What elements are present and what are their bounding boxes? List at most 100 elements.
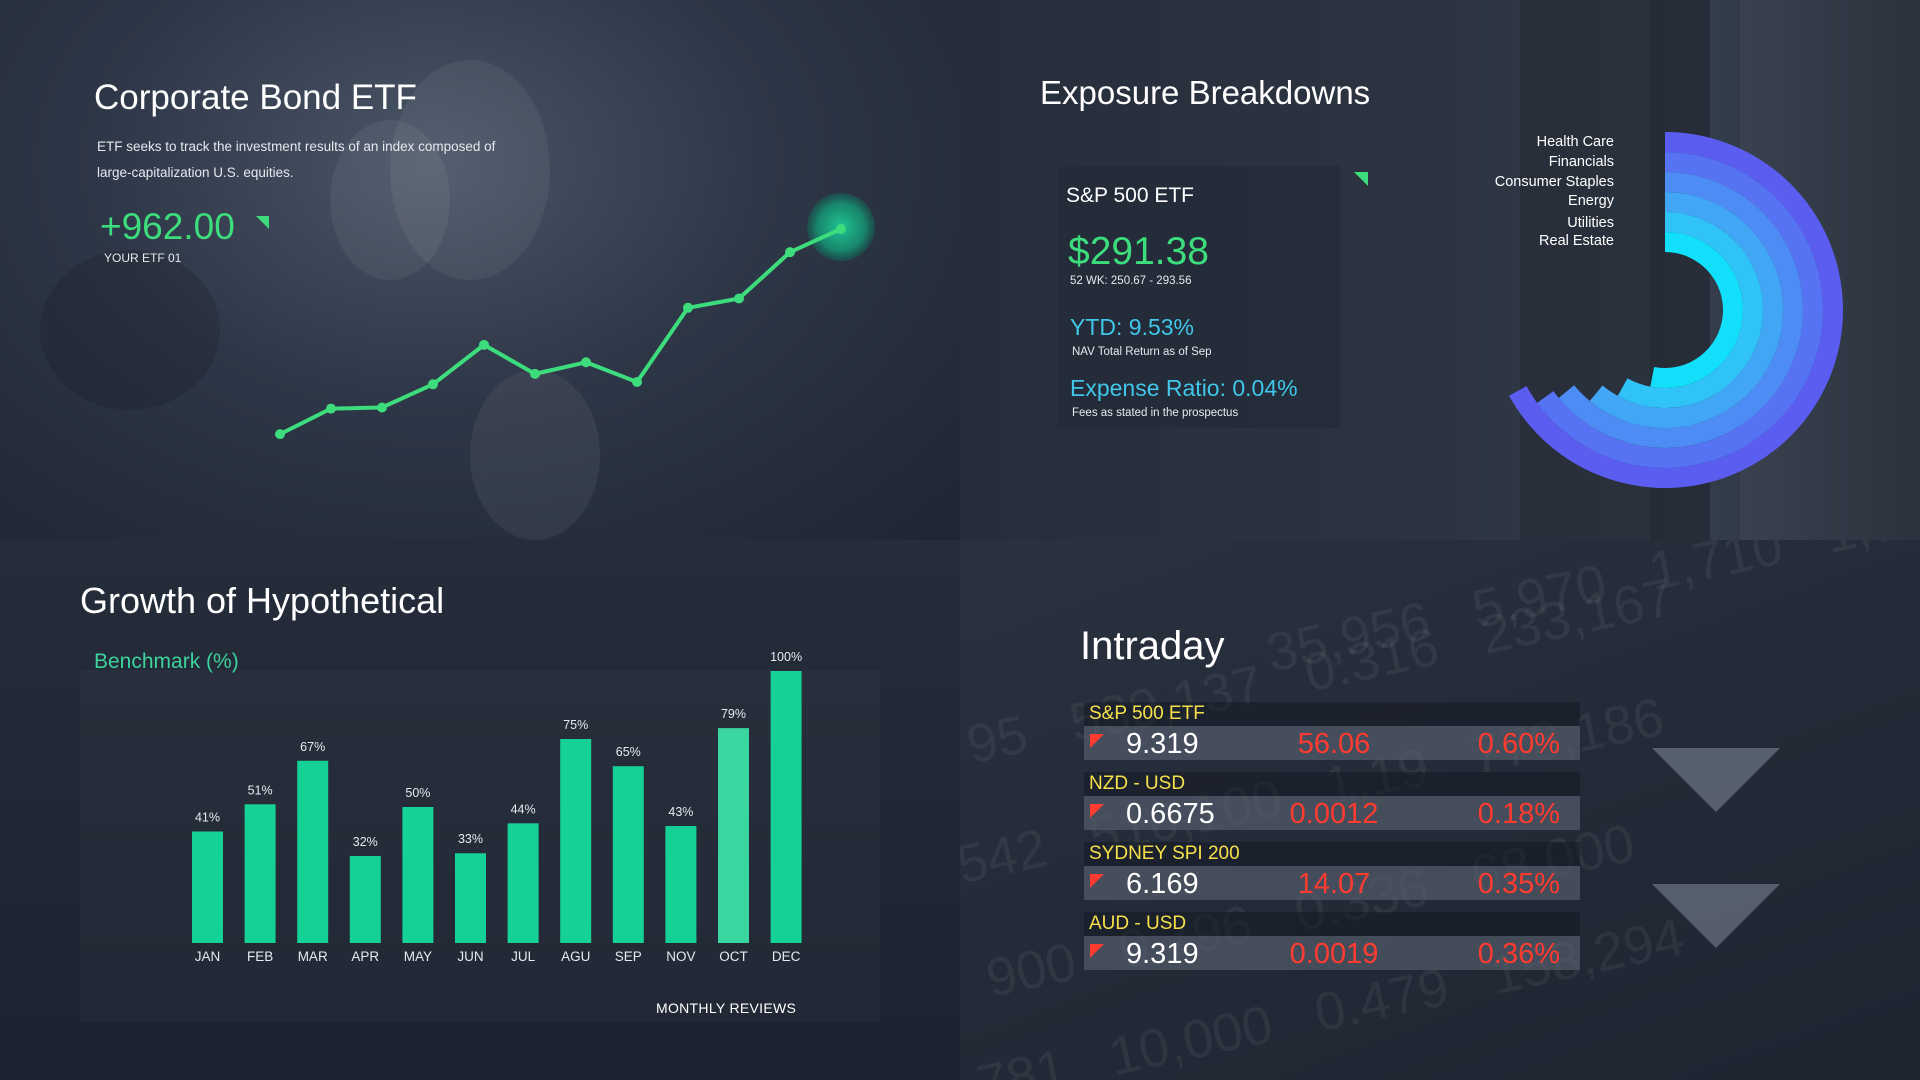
ticker-values: 6.169 14.07 0.35%: [1084, 866, 1580, 900]
up-trend-icon: [256, 216, 269, 229]
ticker-row: NZD - USD 0.6675 0.0012 0.18%: [1084, 772, 1580, 830]
bar: [244, 804, 276, 943]
ticker-row: AUD - USD 9.319 0.0019 0.36%: [1084, 912, 1580, 970]
ticker-values: 9.319 0.0019 0.36%: [1084, 936, 1580, 970]
bar-value-label: 44%: [511, 802, 536, 816]
bar: [665, 826, 697, 943]
ticker-header: [1084, 842, 1580, 866]
ticker-header: [1084, 912, 1580, 936]
ticker-row: S&P 500 ETF 9.319 56.06 0.60%: [1084, 702, 1580, 760]
bar-value-label: 65%: [616, 745, 641, 759]
data-point: [428, 379, 438, 390]
ticker-change: 56.06: [1297, 728, 1371, 760]
legend-item: Energy: [1568, 193, 1614, 209]
growth-subtitle: Benchmark (%): [94, 650, 239, 673]
legend-item: Utilities: [1567, 215, 1614, 231]
x-tick-label: AGU: [561, 949, 590, 964]
fund-ytd-note: NAV Total Return as of Sep: [1072, 346, 1212, 358]
x-tick-label: DEC: [772, 949, 801, 964]
exposure-title: Exposure Breakdowns: [1040, 74, 1371, 111]
data-point: [275, 429, 285, 440]
etf-description: ETF seeks to track the investment result…: [97, 139, 496, 180]
data-point: [326, 403, 336, 414]
background-figure: [40, 250, 220, 410]
down-trend-icon: [1652, 884, 1780, 948]
etf-title: Corporate Bond ETF: [94, 78, 417, 117]
bar-value-label: 33%: [458, 832, 483, 846]
ticker-change: 0.0012: [1289, 798, 1379, 830]
bar-value-label: 43%: [668, 805, 693, 819]
ticker-percent: 0.36%: [1477, 938, 1560, 970]
growth-panel: Growth of Hypothetical Benchmark (%) 41%…: [0, 540, 960, 1080]
ticker-price: 9.319: [1126, 728, 1199, 760]
radial-bar-real-estate: [1650, 232, 1743, 388]
legend-item: Health Care: [1536, 134, 1614, 150]
ticker-percent: 0.60%: [1477, 728, 1560, 760]
fund-price: $291.38: [1068, 230, 1209, 273]
legend-item: Real Estate: [1539, 233, 1614, 249]
data-point: [632, 376, 642, 387]
bar: [770, 671, 802, 943]
ticker-values: 9.319 56.06 0.60%: [1084, 726, 1580, 760]
growth-title: Growth of Hypothetical: [80, 580, 445, 621]
bar: [349, 855, 381, 943]
ticker-percent: 0.35%: [1477, 868, 1560, 900]
data-point: [836, 223, 846, 234]
down-arrow-icon: [1652, 748, 1780, 812]
ticker-header: [1084, 772, 1580, 796]
fund-card: [1058, 166, 1340, 428]
bar-chart: 41% JAN 51% FEB 67% MAR 32% APR 50% MAY 33% JUN 44% J…: [192, 650, 802, 964]
data-point: [530, 368, 540, 379]
bar-value-label: 51%: [248, 783, 273, 797]
fund-expense-note: Fees as stated in the prospectus: [1072, 407, 1239, 419]
bar: [560, 739, 592, 943]
ticker-name: AUD - USD: [1089, 913, 1187, 934]
data-point: [683, 302, 693, 313]
fund-ytd: YTD: 9.53%: [1070, 314, 1194, 340]
bar: [507, 823, 539, 943]
ticker-change: 0.0019: [1289, 938, 1379, 970]
bar-value-label: 67%: [300, 740, 325, 754]
data-point: [581, 357, 591, 368]
x-tick-label: JUL: [511, 949, 535, 964]
intraday-panel: 35,956 5,970 1,710 1,720 95 539,137 0.31…: [960, 540, 1920, 1080]
ticker-percent: 0.18%: [1477, 798, 1560, 830]
down-trend-icon: [1090, 804, 1104, 818]
down-trend-icon: [1090, 944, 1104, 958]
x-tick-label: OCT: [719, 949, 748, 964]
x-tick-label: MAR: [298, 949, 328, 964]
ticker-name: NZD - USD: [1089, 773, 1186, 794]
bar-value-label: 79%: [721, 707, 746, 721]
bar: [718, 728, 749, 943]
radial-legend: Health Care Financials Consumer Staples Ene…: [1230, 134, 1614, 254]
fund-expense-ratio: Expense Ratio: 0.04%: [1070, 375, 1298, 401]
bar-value-label: 75%: [563, 718, 588, 732]
legend-item: Consumer Staples: [1494, 174, 1614, 190]
etf-value: +962.00: [100, 206, 235, 247]
ticker-row: SYDNEY SPI 200 6.169 14.07 0.35%: [1084, 842, 1580, 900]
bar-value-label: 50%: [405, 786, 430, 800]
bar: [455, 853, 486, 943]
x-tick-label: JAN: [195, 949, 221, 964]
up-trend-icon: [1354, 172, 1368, 186]
ticker-price: 0.6675: [1126, 798, 1215, 830]
fund-name: S&P 500 ETF: [1066, 184, 1195, 207]
etf-performance-panel: Corporate Bond ETF ETF seeks to track th…: [0, 0, 960, 540]
series-line: [279, 227, 842, 436]
bar: [402, 807, 434, 943]
radial-bar-consumer-staples: [1558, 172, 1803, 449]
bar-value-label: 100%: [770, 650, 802, 664]
radial-bar-chart: [1509, 132, 1843, 489]
background-figure: [330, 120, 450, 280]
bar: [192, 831, 223, 943]
legend-item: Financials: [1548, 154, 1614, 170]
background-figure: [390, 60, 550, 280]
ticker-name: S&P 500 ETF: [1089, 703, 1205, 724]
ticker-change: 14.07: [1297, 868, 1371, 900]
growth-footer: MONTHLY REVIEWS: [656, 1000, 797, 1016]
data-point: [377, 402, 387, 413]
bar-value-label: 41%: [195, 810, 220, 824]
down-trend-icon: [1090, 734, 1104, 748]
ticker-header: [1084, 702, 1580, 726]
radial-bar-utilities: [1617, 212, 1764, 408]
